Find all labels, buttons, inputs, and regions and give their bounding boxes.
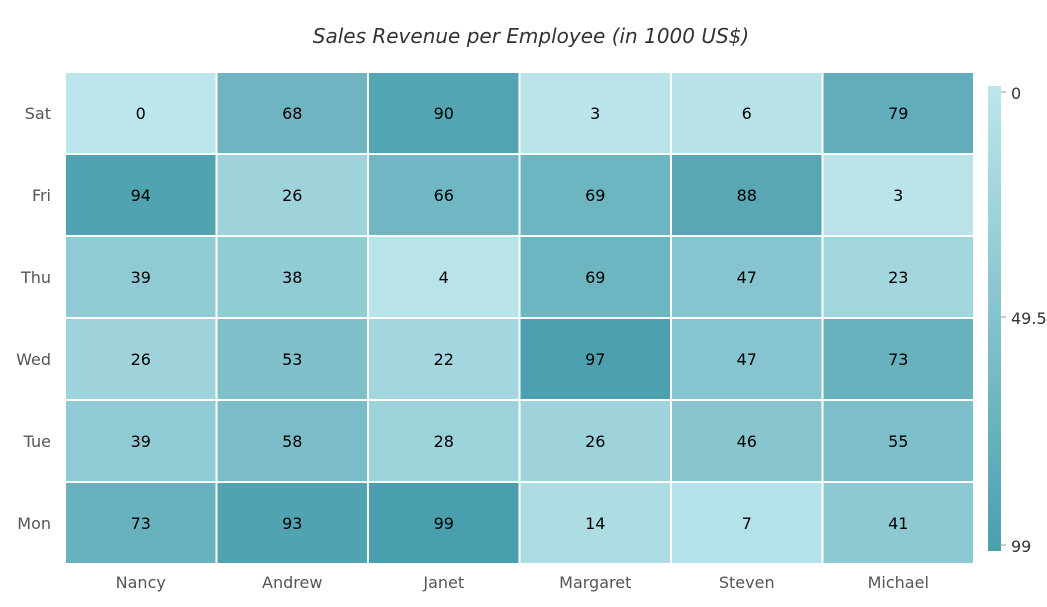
y-axis-label-tue: Tue <box>23 432 51 451</box>
heatmap-cell-sat-michael[interactable] <box>821 71 975 155</box>
heatmap-cell-sat-margaret[interactable] <box>518 71 672 155</box>
heatmap-value-label-thu-andrew: 38 <box>282 268 302 287</box>
heatmap-value-label-thu-janet: 4 <box>439 268 449 287</box>
heatmap-value-label-fri-michael: 3 <box>893 186 903 205</box>
heatmap-cell-fri-andrew[interactable] <box>215 153 369 237</box>
heatmap-value-label-thu-steven: 47 <box>737 268 757 287</box>
color-scale-bar <box>988 86 1001 551</box>
heatmap-cell-thu-andrew[interactable] <box>215 235 369 319</box>
heatmap-cells <box>64 71 975 565</box>
heatmap-value-label-fri-steven: 88 <box>737 186 757 205</box>
x-axis-label-andrew: Andrew <box>262 573 322 592</box>
y-axis: Sat Fri Thu Wed Tue Mon <box>16 104 51 533</box>
heatmap-cell-wed-janet[interactable] <box>367 317 521 401</box>
heatmap-value-label-mon-janet: 99 <box>434 514 454 533</box>
heatmap-value-label-mon-michael: 41 <box>888 514 908 533</box>
heatmap-value-label-mon-andrew: 93 <box>282 514 302 533</box>
x-axis-label-nancy: Nancy <box>116 573 166 592</box>
heatmap-cell-tue-janet[interactable] <box>367 399 521 483</box>
heatmap-cell-mon-steven[interactable] <box>670 481 824 565</box>
y-axis-label-sat: Sat <box>25 104 51 123</box>
heatmap-value-label-fri-andrew: 26 <box>282 186 302 205</box>
heatmap-cell-mon-andrew[interactable] <box>215 481 369 565</box>
heatmap-value-label-fri-janet: 66 <box>434 186 454 205</box>
heatmap-cell-thu-margaret[interactable] <box>518 235 672 319</box>
heatmap-value-label-sat-michael: 79 <box>888 104 908 123</box>
x-axis-label-janet: Janet <box>422 573 464 592</box>
heatmap-cell-wed-steven[interactable] <box>670 317 824 401</box>
heatmap-value-label-thu-nancy: 39 <box>131 268 151 287</box>
heatmap-value-label-thu-michael: 23 <box>888 268 908 287</box>
heatmap-value-label-mon-nancy: 73 <box>131 514 151 533</box>
heatmap-value-label-mon-steven: 7 <box>742 514 752 533</box>
heatmap-value-label-wed-michael: 73 <box>888 350 908 369</box>
heatmap-value-label-sat-steven: 6 <box>742 104 752 123</box>
x-axis-label-margaret: Margaret <box>559 573 631 592</box>
heatmap-value-label-tue-michael: 55 <box>888 432 908 451</box>
heatmap-cell-tue-steven[interactable] <box>670 399 824 483</box>
heatmap-value-label-fri-margaret: 69 <box>585 186 605 205</box>
heatmap-value-label-mon-margaret: 14 <box>585 514 605 533</box>
heatmap-cell-wed-margaret[interactable] <box>518 317 672 401</box>
y-axis-label-mon: Mon <box>17 514 51 533</box>
heatmap-value-label-sat-janet: 90 <box>434 104 454 123</box>
heatmap-value-label-wed-nancy: 26 <box>131 350 151 369</box>
heatmap-cell-thu-janet[interactable] <box>367 235 521 319</box>
x-axis: Nancy Andrew Janet Margaret Steven Michael <box>116 573 929 592</box>
heatmap-value-label-wed-andrew: 53 <box>282 350 302 369</box>
legend-label-min: 0 <box>1011 84 1021 103</box>
heatmap-cell-tue-michael[interactable] <box>821 399 975 483</box>
heatmap-value-label-tue-steven: 46 <box>737 432 757 451</box>
heatmap-value-label-tue-margaret: 26 <box>585 432 605 451</box>
heatmap-cell-fri-steven[interactable] <box>670 153 824 237</box>
heatmap-cell-mon-michael[interactable] <box>821 481 975 565</box>
y-axis-label-thu: Thu <box>20 268 51 287</box>
y-axis-label-wed: Wed <box>16 350 51 369</box>
y-axis-label-fri: Fri <box>32 186 51 205</box>
heatmap-cell-fri-nancy[interactable] <box>64 153 218 237</box>
heatmap-value-label-sat-nancy: 0 <box>136 104 146 123</box>
heatmap-cell-thu-steven[interactable] <box>670 235 824 319</box>
heatmap-value-label-thu-margaret: 69 <box>585 268 605 287</box>
chart-title: Sales Revenue per Employee (in 1000 US$) <box>313 24 749 48</box>
heatmap-cell-fri-janet[interactable] <box>367 153 521 237</box>
heatmap-value-label-wed-steven: 47 <box>737 350 757 369</box>
heatmap-cell-fri-michael[interactable] <box>821 153 975 237</box>
legend-label-max: 99 <box>1011 537 1031 556</box>
heatmap-value-label-tue-nancy: 39 <box>131 432 151 451</box>
heatmap-value-label-wed-margaret: 97 <box>585 350 605 369</box>
heatmap-cell-tue-andrew[interactable] <box>215 399 369 483</box>
heatmap-cell-mon-nancy[interactable] <box>64 481 218 565</box>
heatmap-value-label-sat-margaret: 3 <box>590 104 600 123</box>
heatmap-cell-thu-michael[interactable] <box>821 235 975 319</box>
heatmap-value-labels: 0 68 90 3 6 79 94 26 66 69 88 3 39 38 4 69 47 23 26 53 22 97 4… <box>131 104 909 533</box>
heatmap-value-label-fri-nancy: 94 <box>131 186 151 205</box>
heatmap-value-label-tue-janet: 28 <box>434 432 454 451</box>
heatmap-cell-sat-andrew[interactable] <box>215 71 369 155</box>
heatmap-cell-wed-michael[interactable] <box>821 317 975 401</box>
x-axis-label-steven: Steven <box>719 573 775 592</box>
color-scale-legend: 0 49.5 99 <box>988 84 1047 556</box>
heatmap-value-label-sat-andrew: 68 <box>282 104 302 123</box>
heatmap-cell-wed-andrew[interactable] <box>215 317 369 401</box>
heatmap-value-label-wed-janet: 22 <box>434 350 454 369</box>
x-axis-label-michael: Michael <box>868 573 929 592</box>
heatmap-value-label-tue-andrew: 58 <box>282 432 302 451</box>
legend-label-mid: 49.5 <box>1011 309 1047 328</box>
